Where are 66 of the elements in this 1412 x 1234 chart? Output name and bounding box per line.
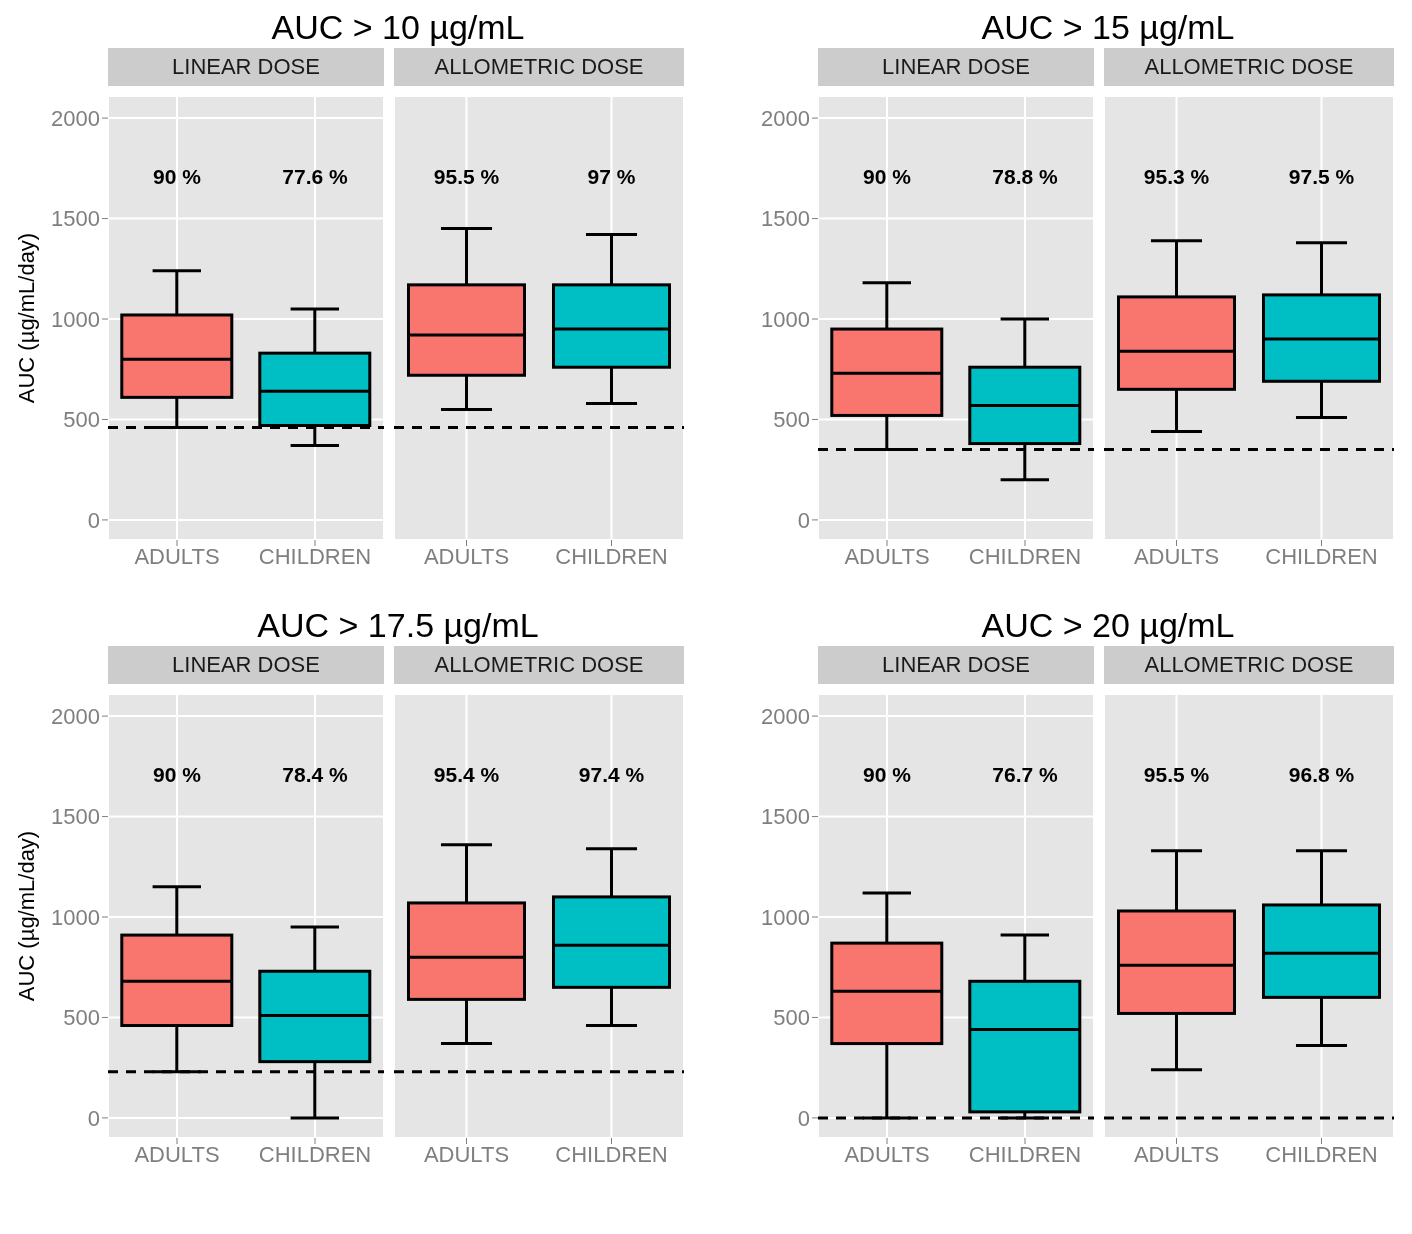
chart-subtitle: LINEAR DOSE [818,646,1094,684]
y-axis-title: AUC (µg/mL/day) [13,232,39,404]
annotation: 90 % [863,762,912,786]
y-tick-label: 0 [87,507,100,533]
y-tick-label: 2000 [51,703,100,729]
y-tick-label: 500 [63,407,100,433]
chart-subtitle: ALLOMETRIC DOSE [1104,646,1394,684]
chart-subtitle: LINEAR DOSE [108,646,384,684]
x-tick-label: CHILDREN [1265,543,1378,569]
annotation: 97.5 % [1288,164,1355,188]
chart-subtitle: ALLOMETRIC DOSE [394,646,684,684]
annotation: 96.8 % [1288,762,1355,786]
x-tick-label: ADULTS [1133,1141,1220,1167]
chart-title: AUC > 10 µg/mL [270,8,526,48]
y-tick-label: 0 [797,1105,810,1131]
chart-subtitle: LINEAR DOSE [108,48,384,86]
y-tick-label: 2000 [51,105,100,131]
x-tick-label: ADULTS [844,1141,930,1167]
y-tick-label: 1000 [51,904,100,930]
y-tick-label: 500 [63,1005,100,1031]
x-tick-label: ADULTS [1133,543,1220,569]
x-tick-label: CHILDREN [258,543,372,569]
annotation: 90 % [863,164,912,188]
x-tick-label: CHILDREN [258,1141,372,1167]
x-tick-label: ADULTS [134,1141,220,1167]
annotation: 78.4 % [282,762,349,786]
annotation: 90 % [153,164,202,188]
annotation: 76.7 % [992,762,1059,786]
chart-subtitle: ALLOMETRIC DOSE [1104,48,1394,86]
chart-subtitle: ALLOMETRIC DOSE [394,48,684,86]
annotation: 95.4 % [433,762,500,786]
y-tick-label: 1500 [51,804,100,830]
x-tick-label: CHILDREN [555,543,668,569]
y-tick-label: 1500 [761,804,810,830]
annotation: 90 % [153,762,202,786]
y-tick-label: 0 [87,1105,100,1131]
chart-subtitle: LINEAR DOSE [818,48,1094,86]
y-tick-label: 500 [773,407,810,433]
x-tick-label: CHILDREN [1265,1141,1378,1167]
y-tick-label: 1000 [761,306,810,332]
y-tick-label: 2000 [761,105,810,131]
y-tick-label: 0 [797,507,810,533]
annotation: 95.5 % [1143,762,1210,786]
y-axis-title: AUC (µg/mL/day) [13,830,39,1002]
chart-title: AUC > 17.5 µg/mL [256,606,540,646]
x-tick-label: ADULTS [423,1141,510,1167]
annotation: 97.4 % [578,762,645,786]
annotation: 97 % [587,164,636,188]
y-tick-label: 500 [773,1005,810,1031]
annotation: 78.8 % [992,164,1059,188]
chart-title: AUC > 15 µg/mL [980,8,1236,48]
annotation: 95.3 % [1143,164,1210,188]
y-tick-label: 1500 [51,206,100,232]
x-tick-label: CHILDREN [555,1141,668,1167]
x-tick-label: ADULTS [134,543,220,569]
y-tick-label: 1000 [51,306,100,332]
annotation: 77.6 % [282,164,349,188]
y-tick-label: 1000 [761,904,810,930]
chart-title: AUC > 20 µg/mL [980,606,1236,646]
y-tick-label: 1500 [761,206,810,232]
annotation: 95.5 % [433,164,500,188]
y-tick-label: 2000 [761,703,810,729]
x-tick-label: CHILDREN [968,1141,1082,1167]
x-tick-label: ADULTS [423,543,510,569]
x-tick-label: ADULTS [844,543,930,569]
x-tick-label: CHILDREN [968,543,1082,569]
